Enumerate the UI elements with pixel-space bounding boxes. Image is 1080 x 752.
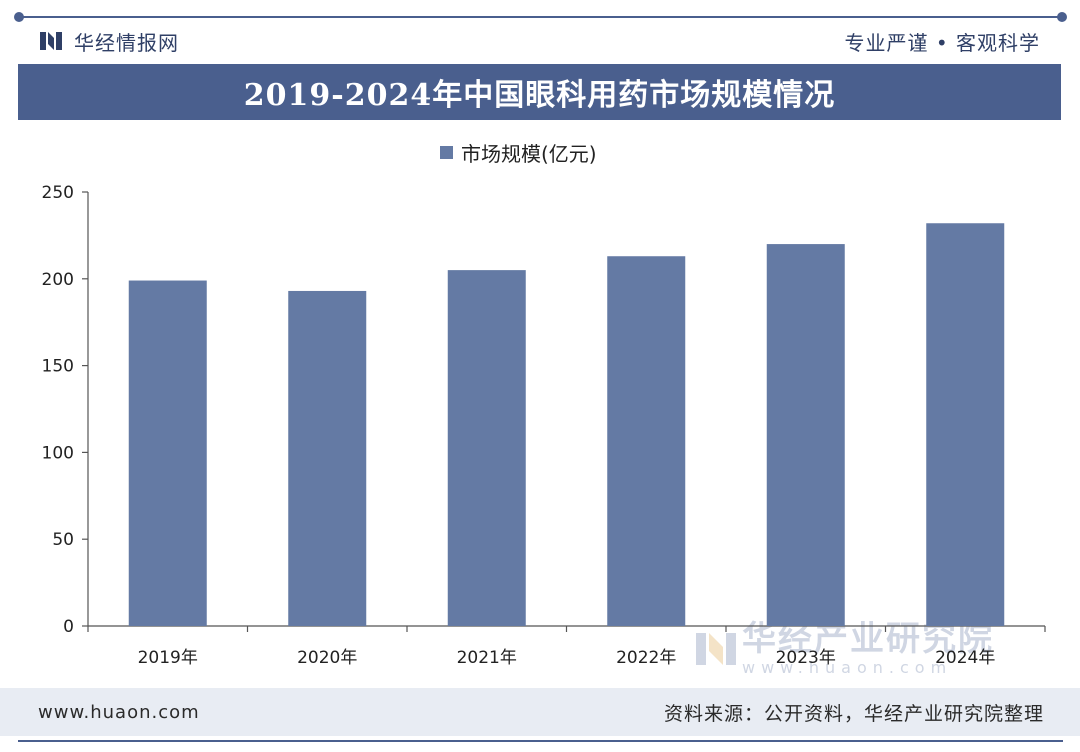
bar-1 — [128, 280, 207, 626]
brand-name: 华经情报网 — [74, 30, 179, 55]
x-tick-label: 2022年 — [616, 648, 676, 668]
x-tick-label: 2024年 — [935, 648, 995, 668]
brand-logo-icon — [40, 32, 62, 50]
top-divider-left-dot — [14, 12, 24, 22]
x-tick-label: 2020年 — [297, 648, 357, 668]
watermark: 华经产业研究院 www.huaon.com — [696, 619, 994, 677]
bar-3 — [447, 270, 526, 626]
slogan: 专业严谨 • 客观科学 — [844, 30, 1040, 55]
watermark-url: www.huaon.com — [742, 658, 953, 677]
y-tick-label: 150 — [42, 357, 74, 377]
legend-label: 市场规模(亿元) — [461, 141, 597, 166]
footer: www.huaon.com 资料来源：公开资料，华经产业研究院整理 — [0, 688, 1080, 736]
watermark-text: 华经产业研究院 — [742, 619, 994, 659]
chart-title: 2019-2024年中国眼科用药市场规模情况 — [243, 78, 836, 113]
legend: 市场规模(亿元) — [440, 136, 597, 168]
x-axis-ticks — [87, 626, 1046, 632]
watermark-icon — [696, 633, 736, 665]
footer-source: 资料来源：公开资料，华经产业研究院整理 — [663, 702, 1044, 725]
top-divider-right-dot — [1057, 12, 1067, 22]
bar-5 — [766, 244, 845, 626]
bar-6 — [926, 223, 1005, 627]
y-tick-label: 250 — [42, 183, 74, 203]
y-axis-ticks: 0 50 100 150 200 250 — [42, 183, 88, 637]
y-tick-label: 0 — [63, 617, 74, 637]
x-tick-label: 2023年 — [776, 648, 836, 668]
y-tick-label: 100 — [42, 443, 74, 463]
bottom-divider — [18, 740, 1063, 742]
y-tick-label: 50 — [52, 530, 74, 550]
top-divider — [14, 12, 1067, 22]
bar-2 — [288, 290, 367, 626]
legend-swatch — [440, 145, 453, 159]
y-tick-label: 200 — [42, 270, 74, 290]
x-tick-label: 2021年 — [457, 648, 517, 668]
brand-logo: 华经情报网 — [40, 26, 179, 56]
x-axis-labels: 2019年 2020年 2021年 2022年 2023年 2024年 — [138, 648, 996, 668]
footer-url: www.huaon.com — [38, 701, 200, 723]
bar-4 — [607, 256, 686, 626]
title-bar: 2019-2024年中国眼科用药市场规模情况 — [18, 64, 1061, 120]
x-tick-label: 2019年 — [138, 648, 198, 668]
bars — [128, 223, 1005, 627]
